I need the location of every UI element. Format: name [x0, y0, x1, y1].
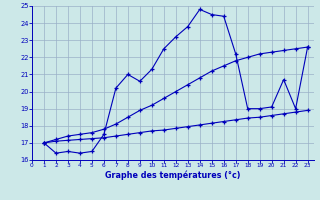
X-axis label: Graphe des températures (°c): Graphe des températures (°c)	[105, 171, 241, 180]
